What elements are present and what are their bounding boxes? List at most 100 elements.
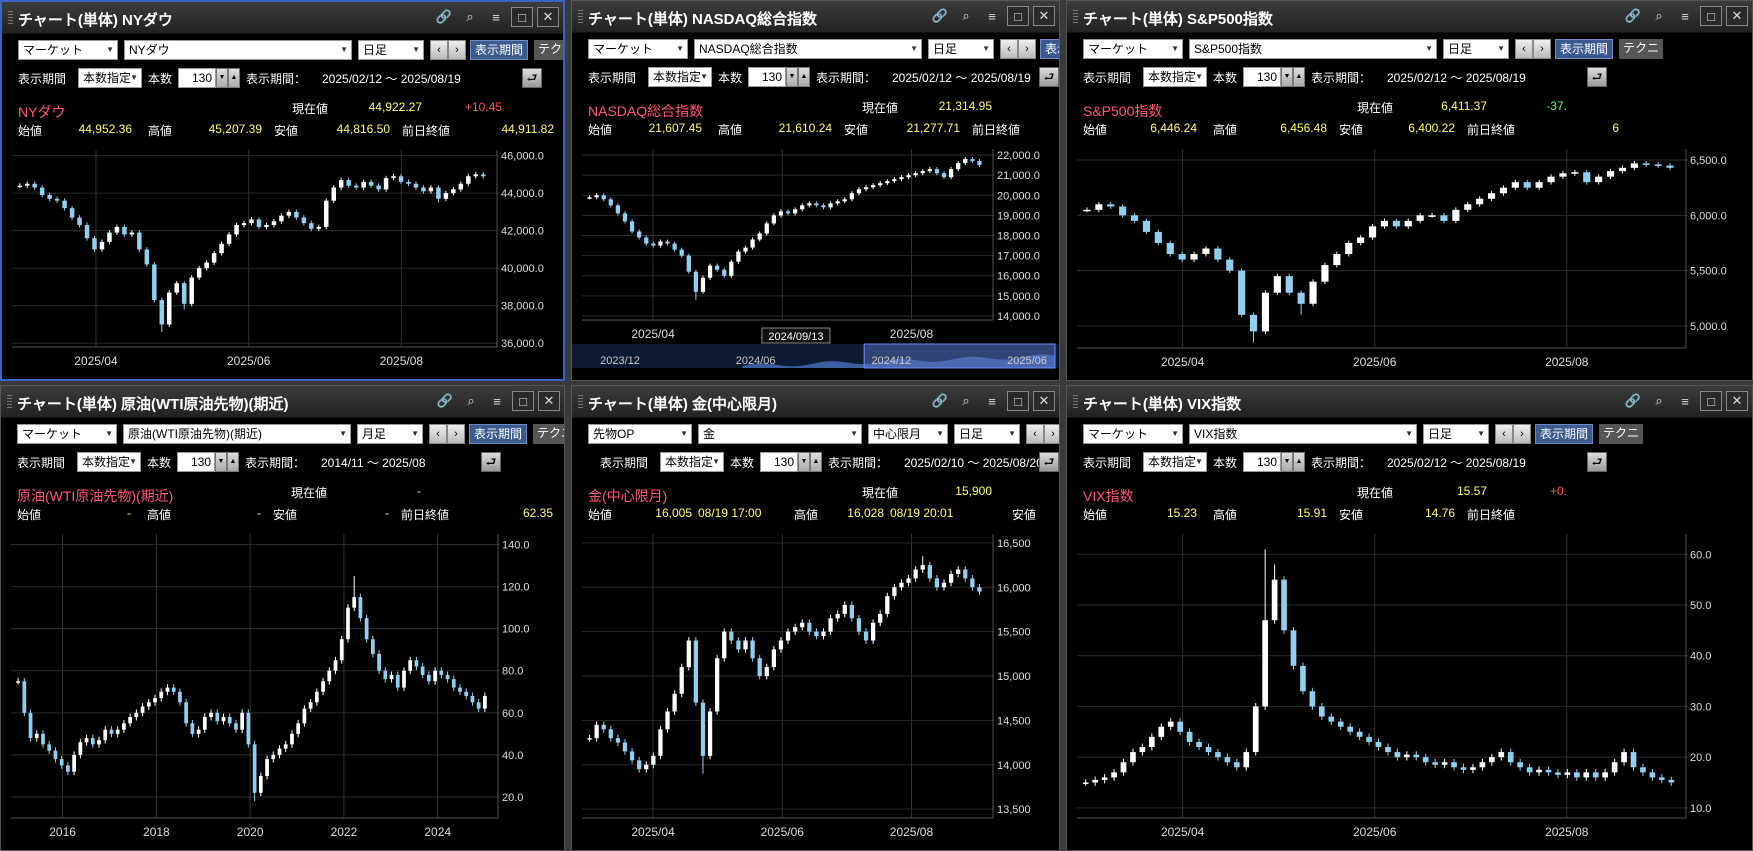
display-period-button[interactable]: 表示期間 xyxy=(469,424,528,444)
close-icon[interactable]: ✕ xyxy=(1033,391,1055,411)
frequency-select[interactable]: 日足 xyxy=(1443,39,1509,59)
bars-spin-up[interactable]: ▲ xyxy=(227,452,239,472)
technical-button[interactable]: テクニ xyxy=(533,424,564,444)
refresh-button[interactable]: ⮐ xyxy=(1039,67,1059,87)
market-select[interactable]: 先物OP xyxy=(588,424,692,444)
title-bar[interactable]: チャート(単体) NYダウ 🔗 ⌕ ≡ □ ✕ xyxy=(2,2,563,34)
technical-button[interactable]: テクニ xyxy=(534,40,563,60)
bars-spin-down[interactable]: ▼ xyxy=(1281,452,1293,472)
next-arrow-button[interactable]: › xyxy=(1513,424,1531,444)
period-mode-select[interactable]: 本数指定 xyxy=(648,67,712,87)
menu-icon[interactable]: ≡ xyxy=(1681,8,1689,24)
next-arrow-button[interactable]: › xyxy=(447,424,465,444)
prev-arrow-button[interactable]: ‹ xyxy=(1026,424,1044,444)
title-bar[interactable]: チャート(単体) NASDAQ総合指数 🔗 ⌕ ≡ □ ✕ xyxy=(572,1,1059,33)
search-icon[interactable]: ⌕ xyxy=(962,393,970,408)
market-select[interactable]: マーケット xyxy=(17,424,117,444)
next-arrow-button[interactable]: › xyxy=(1533,39,1551,59)
technical-button[interactable]: テクニ xyxy=(1599,424,1644,444)
bars-input[interactable]: 130 xyxy=(177,452,215,472)
link-icon[interactable]: 🔗 xyxy=(931,8,949,23)
chart-panel[interactable]: チャート(単体) 原油(WTI原油先物)(期近) 🔗 ⌕ ≡ □✕ マーケット原油(WTI… xyxy=(0,385,565,851)
bars-spin-up[interactable]: ▲ xyxy=(1293,67,1305,87)
chart-panel[interactable]: チャート(単体) 金(中心限月)🔗⌕≡□✕先物OP金中心限月日足‹›表示期間本数… xyxy=(571,385,1060,851)
period-mode-select[interactable]: 本数指定 xyxy=(1143,452,1207,472)
symbol-select[interactable]: S&P500指数 xyxy=(1189,39,1437,59)
chart-panel[interactable]: チャート(単体) VIX指数🔗⌕≡□✕マーケットVIX指数日足‹›表示期間テクニ… xyxy=(1066,385,1753,851)
display-period-button[interactable]: 表示期間 xyxy=(1555,39,1614,59)
maximize-icon[interactable]: □ xyxy=(1700,391,1722,411)
bars-input[interactable]: 130 xyxy=(760,452,798,472)
link-icon[interactable]: 🔗 xyxy=(436,393,454,408)
price-chart[interactable]: 140.0 120.0 100.0 80.0 60.0 40.0 20.0 2016 2018 2… xyxy=(1,526,564,846)
refresh-button[interactable]: ⮐ xyxy=(1039,452,1059,472)
prev-arrow-button[interactable]: ‹ xyxy=(1515,39,1533,59)
link-icon[interactable]: 🔗 xyxy=(931,393,949,408)
menu-icon[interactable]: ≡ xyxy=(988,8,996,24)
drag-grip-icon[interactable] xyxy=(1073,395,1078,409)
prev-arrow-button[interactable]: ‹ xyxy=(429,424,447,444)
bars-spin-down[interactable]: ▼ xyxy=(798,452,810,472)
next-arrow-button[interactable]: › xyxy=(448,40,466,60)
title-bar[interactable]: チャート(単体) S&P500指数 🔗 ⌕ ≡ □ ✕ xyxy=(1067,1,1752,33)
close-icon[interactable]: ✕ xyxy=(1033,6,1055,26)
period-mode-select[interactable]: 本数指定 xyxy=(77,452,141,472)
search-icon[interactable]: ⌕ xyxy=(467,393,475,408)
price-chart[interactable]: 60.0 50.0 40.0 30.0 20.0 10.0 2025/04 2025/06 20… xyxy=(1067,526,1752,846)
search-icon[interactable]: ⌕ xyxy=(466,9,474,24)
frequency-select[interactable]: 日足 xyxy=(358,40,424,60)
price-chart[interactable]: 6,500.0 6,000.0 5,500.0 5,000.0 2025/04 2025/… xyxy=(1067,141,1752,376)
maximize-icon[interactable]: □ xyxy=(1700,6,1722,26)
menu-icon[interactable]: ≡ xyxy=(493,393,501,409)
market-select[interactable]: マーケット xyxy=(18,40,118,60)
drag-grip-icon[interactable] xyxy=(578,395,583,409)
chart-panel[interactable]: チャート(単体) NYダウ🔗⌕≡□✕マーケットNYダウ日足‹›表示期間テクニ表示… xyxy=(0,0,565,381)
bars-spin-down[interactable]: ▼ xyxy=(215,452,227,472)
display-period-button[interactable]: 表示期間 xyxy=(1535,424,1594,444)
bars-spin-down[interactable]: ▼ xyxy=(216,68,228,88)
maximize-icon[interactable]: □ xyxy=(512,391,534,411)
frequency-select[interactable]: 日足 xyxy=(954,424,1020,444)
bars-spin-up[interactable]: ▲ xyxy=(798,67,810,87)
frequency-select[interactable]: 日足 xyxy=(928,39,994,59)
symbol-select[interactable]: 金 xyxy=(698,424,862,444)
title-bar[interactable]: チャート(単体) 金(中心限月) 🔗 ⌕ ≡ □ ✕ xyxy=(572,386,1059,418)
close-icon[interactable]: ✕ xyxy=(538,391,560,411)
market-select[interactable]: マーケット xyxy=(1083,424,1183,444)
close-icon[interactable]: ✕ xyxy=(537,7,559,27)
bars-input[interactable]: 130 xyxy=(178,68,216,88)
symbol-select[interactable]: 原油(WTI原油先物)(期近) xyxy=(123,424,351,444)
refresh-button[interactable]: ⮐ xyxy=(481,452,501,472)
bars-input[interactable]: 130 xyxy=(1243,452,1281,472)
bars-input[interactable]: 130 xyxy=(748,67,786,87)
price-chart[interactable]: 16,500 16,000 15,500 15,000 14,500 14,000 13,5… xyxy=(572,526,1059,846)
close-icon[interactable]: ✕ xyxy=(1726,391,1748,411)
refresh-button[interactable]: ⮐ xyxy=(1587,67,1607,87)
period-mode-select[interactable]: 本数指定 xyxy=(1143,67,1207,87)
market-select[interactable]: マーケット xyxy=(588,39,688,59)
contract-select[interactable]: 中心限月 xyxy=(868,424,948,444)
drag-grip-icon[interactable] xyxy=(7,395,12,409)
price-chart[interactable]: 22,000.0 21,000.0 20,000.0 19,000.0 18,000.0… xyxy=(572,141,1059,376)
period-mode-select[interactable]: 本数指定 xyxy=(78,68,142,88)
refresh-button[interactable]: ⮐ xyxy=(522,68,542,88)
menu-icon[interactable]: ≡ xyxy=(492,9,500,25)
maximize-icon[interactable]: □ xyxy=(1007,391,1029,411)
chart-panel[interactable]: チャート(単体) S&P500指数🔗⌕≡□✕マーケットS&P500指数日足‹›表… xyxy=(1066,0,1753,381)
prev-arrow-button[interactable]: ‹ xyxy=(1000,39,1018,59)
title-bar[interactable]: チャート(単体) VIX指数 🔗 ⌕ ≡ □ ✕ xyxy=(1067,386,1752,418)
chart-panel[interactable]: チャート(単体) NASDAQ総合指数🔗⌕≡□✕マーケットNASDAQ総合指数日… xyxy=(571,0,1060,381)
bars-spin-down[interactable]: ▼ xyxy=(1281,67,1293,87)
drag-grip-icon[interactable] xyxy=(578,10,583,24)
technical-button[interactable]: テクニ xyxy=(1619,39,1664,59)
refresh-button[interactable]: ⮐ xyxy=(1587,452,1607,472)
drag-grip-icon[interactable] xyxy=(1073,10,1078,24)
bars-input[interactable]: 130 xyxy=(1243,67,1281,87)
link-icon[interactable]: 🔗 xyxy=(1624,393,1642,408)
period-mode-select[interactable]: 本数指定 xyxy=(660,452,724,472)
symbol-select[interactable]: NYダウ xyxy=(124,40,352,60)
search-icon[interactable]: ⌕ xyxy=(1655,8,1663,23)
search-icon[interactable]: ⌕ xyxy=(1655,393,1663,408)
next-arrow-button[interactable]: › xyxy=(1044,424,1059,444)
bars-spin-up[interactable]: ▲ xyxy=(1293,452,1305,472)
